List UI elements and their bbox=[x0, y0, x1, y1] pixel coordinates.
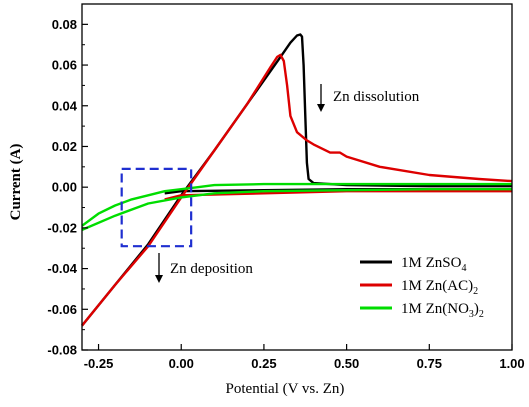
plot-area bbox=[81, 33, 513, 327]
axes: -0.25 0.00 0.25 0.50 0.75 1.00 -0.08 -0.06 -0.04… bbox=[47, 3, 525, 371]
plot-frame bbox=[81, 3, 513, 351]
x-tick-label: 0.50 bbox=[334, 356, 359, 371]
annotation-zn-deposition: Zn deposition bbox=[170, 261, 253, 277]
x-tick-label: 0.00 bbox=[169, 356, 194, 371]
legend-label-1: 1M Zn(AC)2 bbox=[401, 278, 478, 297]
arrow-deposition-head bbox=[155, 275, 163, 283]
annotations: Zn dissolution Zn deposition bbox=[155, 84, 420, 283]
legend-label-2: 1M Zn(NO3)2 bbox=[401, 301, 484, 320]
y-tick-label: -0.04 bbox=[47, 261, 77, 276]
y-tick-label: 0.08 bbox=[52, 17, 77, 32]
y-tick-label: -0.06 bbox=[47, 302, 77, 317]
y-tick-label: -0.02 bbox=[47, 220, 77, 235]
y-tick-label: 0.00 bbox=[52, 180, 77, 195]
y-axis-title: Current (A) bbox=[8, 144, 24, 221]
x-tick-label: 1.00 bbox=[499, 356, 524, 371]
x-tick-label: -0.25 bbox=[84, 356, 114, 371]
highlight-box bbox=[120, 167, 193, 248]
x-tick-label: 0.75 bbox=[417, 356, 442, 371]
legend: 1M ZnSO4 1M Zn(AC)2 1M Zn(NO3)2 bbox=[360, 255, 484, 320]
series-line-1-segment-0 bbox=[81, 53, 513, 327]
x-axis-title: Potential (V vs. Zn) bbox=[226, 381, 345, 397]
y-tick-label: 0.02 bbox=[52, 139, 77, 154]
arrow-dissolution-head bbox=[317, 104, 325, 112]
series-line-2-segment-0 bbox=[81, 182, 512, 227]
x-tick-label: 0.25 bbox=[251, 356, 276, 371]
y-tick-label: 0.04 bbox=[52, 98, 78, 113]
y-tick-label: -0.08 bbox=[47, 343, 77, 358]
annotation-zn-dissolution: Zn dissolution bbox=[333, 89, 420, 105]
series-line-1-segment-1 bbox=[164, 190, 512, 201]
legend-label-0: 1M ZnSO4 bbox=[401, 255, 466, 274]
y-tick-label: 0.06 bbox=[52, 58, 77, 73]
series-line-2-segment-1 bbox=[81, 188, 512, 232]
